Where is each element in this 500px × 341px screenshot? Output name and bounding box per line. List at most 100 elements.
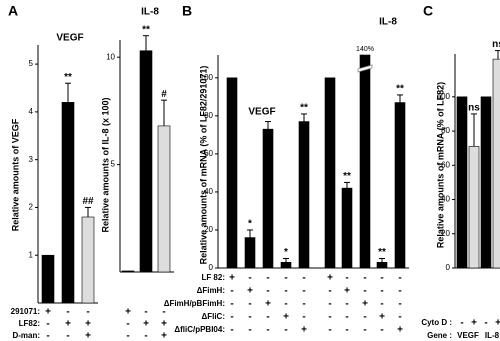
condition-sign: -	[266, 286, 269, 297]
y-axis-label: Relative amounts of IL-8 (x 100)	[100, 97, 110, 232]
y-tick-label: 10	[106, 52, 115, 61]
significance: **	[378, 247, 386, 258]
gene-label: Gene :	[427, 331, 452, 340]
y-tick-label: 60	[204, 149, 213, 158]
condition-label: ΔFliC:	[201, 312, 225, 321]
y-tick-label: 0	[446, 263, 451, 272]
significance: *	[284, 247, 288, 258]
condition-sign: +	[125, 307, 131, 318]
y-tick-label: 1	[29, 250, 34, 259]
group-title: IL-8	[379, 17, 397, 28]
bar	[121, 270, 135, 273]
condition-sign: -	[266, 273, 269, 284]
significance: ##	[82, 196, 94, 207]
condition-label: LF 82:	[201, 273, 225, 282]
condition-sign: -	[345, 273, 348, 284]
condition-sign: -	[66, 307, 69, 318]
bar	[341, 187, 353, 269]
y-tick-label: 20	[204, 225, 213, 234]
condition-sign: -	[345, 299, 348, 310]
condition-sign: -	[284, 273, 287, 284]
condition-sign: +	[85, 331, 91, 341]
bar	[81, 216, 95, 304]
condition-sign: +	[65, 319, 71, 330]
condition-sign: -	[302, 286, 305, 297]
condition-sign: -	[230, 299, 233, 310]
y-axis-label: Relative amounts of mRNA (% of LF82/2910…	[198, 66, 208, 265]
significance: *	[248, 219, 252, 230]
y-tick-label: 0	[209, 263, 214, 272]
significance: **	[343, 171, 351, 182]
chart-title: IL-8	[141, 7, 159, 18]
condition-sign: +	[471, 318, 477, 329]
y-axis-label: Relative amounts of VEGF	[10, 118, 20, 231]
bar	[244, 237, 256, 269]
condition-sign: +	[283, 312, 289, 323]
condition-sign: +	[161, 331, 167, 341]
condition-sign: +	[379, 312, 385, 323]
bar	[394, 102, 406, 269]
condition-sign: -	[248, 312, 251, 323]
condition-sign: -	[302, 299, 305, 310]
condition-sign: -	[248, 325, 251, 336]
condition-sign: -	[284, 286, 287, 297]
condition-sign: -	[363, 286, 366, 297]
bar	[456, 96, 468, 269]
condition-sign: -	[266, 312, 269, 323]
condition-sign: -	[380, 286, 383, 297]
condition-sign: -	[398, 299, 401, 310]
condition-sign: -	[460, 318, 463, 329]
value-label: 140%	[356, 46, 374, 53]
y-tick-label: 5	[111, 160, 116, 169]
condition-sign: -	[398, 286, 401, 297]
condition-sign: -	[345, 312, 348, 323]
condition-sign: -	[248, 299, 251, 310]
chart-title: VEGF	[56, 33, 83, 44]
condition-sign: -	[126, 319, 129, 330]
condition-sign: -	[328, 312, 331, 323]
panel-letter: B	[182, 3, 192, 19]
condition-sign: -	[144, 331, 147, 341]
condition-sign: -	[363, 325, 366, 336]
y-tick-label: 80	[441, 126, 450, 135]
y-tick-label: 3	[29, 155, 34, 164]
condition-sign: -	[284, 299, 287, 310]
significance: **	[396, 84, 404, 95]
condition-sign: +	[344, 286, 350, 297]
panel-letter: C	[423, 3, 433, 19]
y-tick-label: 100	[437, 92, 451, 101]
axis-break	[357, 64, 373, 73]
y-tick-label: 60	[441, 160, 450, 169]
y-tick-label: 40	[204, 187, 213, 196]
bar	[359, 54, 371, 269]
y-tick-label: 5	[29, 59, 34, 68]
significance: #	[161, 89, 167, 100]
condition-sign: +	[397, 325, 403, 336]
bar	[61, 102, 75, 304]
significance: ns	[468, 103, 480, 114]
condition-sign: -	[266, 325, 269, 336]
condition-label: ΔFimH/pBFimH:	[164, 299, 225, 308]
significance: **	[64, 72, 72, 83]
condition-sign: +	[301, 325, 307, 336]
significance: ns	[492, 39, 500, 50]
condition-sign: -	[380, 325, 383, 336]
bar	[492, 58, 500, 269]
y-tick-label: 20	[441, 229, 450, 238]
condition-label: D-man:	[12, 331, 40, 340]
condition-sign: -	[345, 325, 348, 336]
condition-label: 291071:	[11, 307, 40, 316]
condition-sign: -	[284, 325, 287, 336]
condition-label: Cyto D :	[421, 318, 452, 327]
condition-sign: +	[45, 307, 51, 318]
condition-label: ΔFimH:	[197, 286, 225, 295]
condition-sign: -	[66, 331, 69, 341]
condition-sign: +	[85, 319, 91, 330]
condition-sign: -	[86, 307, 89, 318]
condition-sign: -	[230, 312, 233, 323]
condition-sign: -	[328, 299, 331, 310]
gene-name: VEGF	[457, 331, 479, 340]
bar	[262, 128, 274, 269]
condition-sign: +	[327, 273, 333, 284]
